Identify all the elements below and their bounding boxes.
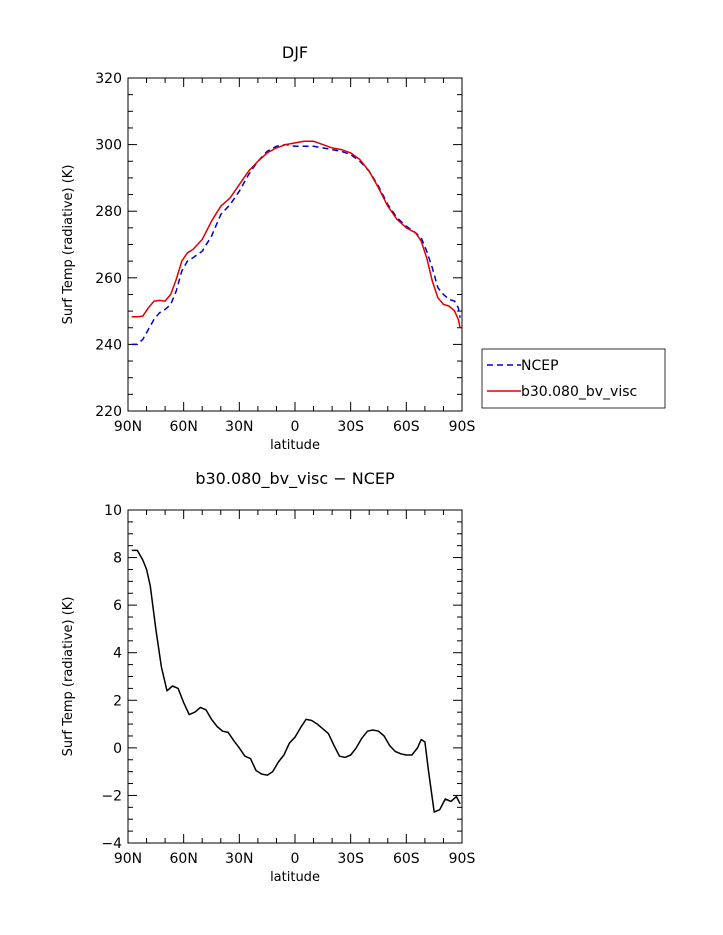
y-tick-label: 300 (95, 138, 122, 154)
x-tick-label: 60S (393, 419, 420, 435)
x-tick-label: 90N (114, 419, 142, 435)
y-tick-label: 240 (95, 337, 122, 353)
y-tick-label: 4 (113, 646, 122, 662)
x-tick-label: 30S (337, 419, 364, 435)
y-tick-label: 280 (95, 204, 122, 220)
y-axis-label: Surf Temp (radiative) (K) (61, 165, 76, 325)
plot-frame (127, 77, 463, 412)
x-tick-label: 60N (170, 851, 198, 867)
y-tick-label: −4 (101, 836, 122, 852)
x-tick-label: 30N (225, 851, 253, 867)
plot-frame (127, 509, 463, 844)
y-tick-label: −2 (101, 788, 122, 804)
y-tick-label: 10 (104, 503, 122, 519)
x-tick-label: 90N (114, 851, 142, 867)
x-tick-label: 30N (225, 419, 253, 435)
temperature-plot: DJF 90N 60N 30N 0 30S 60S 90S 220 240 260 280 300 320… (61, 43, 475, 453)
x-axis-label: latitude (270, 870, 320, 885)
legend-label: b30.080_bv_visc (521, 384, 637, 400)
series-line-b30-080-bv-visc (131, 140, 461, 328)
x-tick-label: 90S (449, 419, 476, 435)
x-tick-label: 0 (291, 851, 300, 867)
y-tick-label: 0 (113, 741, 122, 757)
x-tick-label: 60N (170, 419, 198, 435)
y-tick-label: 8 (113, 551, 122, 567)
x-tick-label: 30S (337, 851, 364, 867)
y-axis-label: Surf Temp (radiative) (K) (61, 597, 76, 757)
y-tick-label: 2 (113, 693, 122, 709)
x-axis-label: latitude (270, 438, 320, 453)
chart-title: DJF (282, 43, 308, 62)
chart-title: b30.080_bv_visc − NCEP (195, 469, 395, 489)
y-tick-label: 220 (95, 404, 122, 420)
x-tick-label: 90S (449, 851, 476, 867)
difference-line (131, 549, 461, 813)
y-tick-label: 260 (95, 271, 122, 287)
difference-plot: b30.080_bv_visc − NCEP 90N 60N 30N 0 30S 60S 90… (61, 469, 475, 885)
y-tick-label: 6 (113, 598, 122, 614)
x-tick-label: 0 (291, 419, 300, 435)
series-line-ncep (131, 143, 461, 346)
x-tick-label: 60S (393, 851, 420, 867)
legend-box (481, 348, 666, 409)
y-tick-label: 320 (95, 71, 122, 87)
legend: NCEP b30.080_bv_visc (481, 348, 666, 409)
legend-label: NCEP (521, 358, 559, 374)
